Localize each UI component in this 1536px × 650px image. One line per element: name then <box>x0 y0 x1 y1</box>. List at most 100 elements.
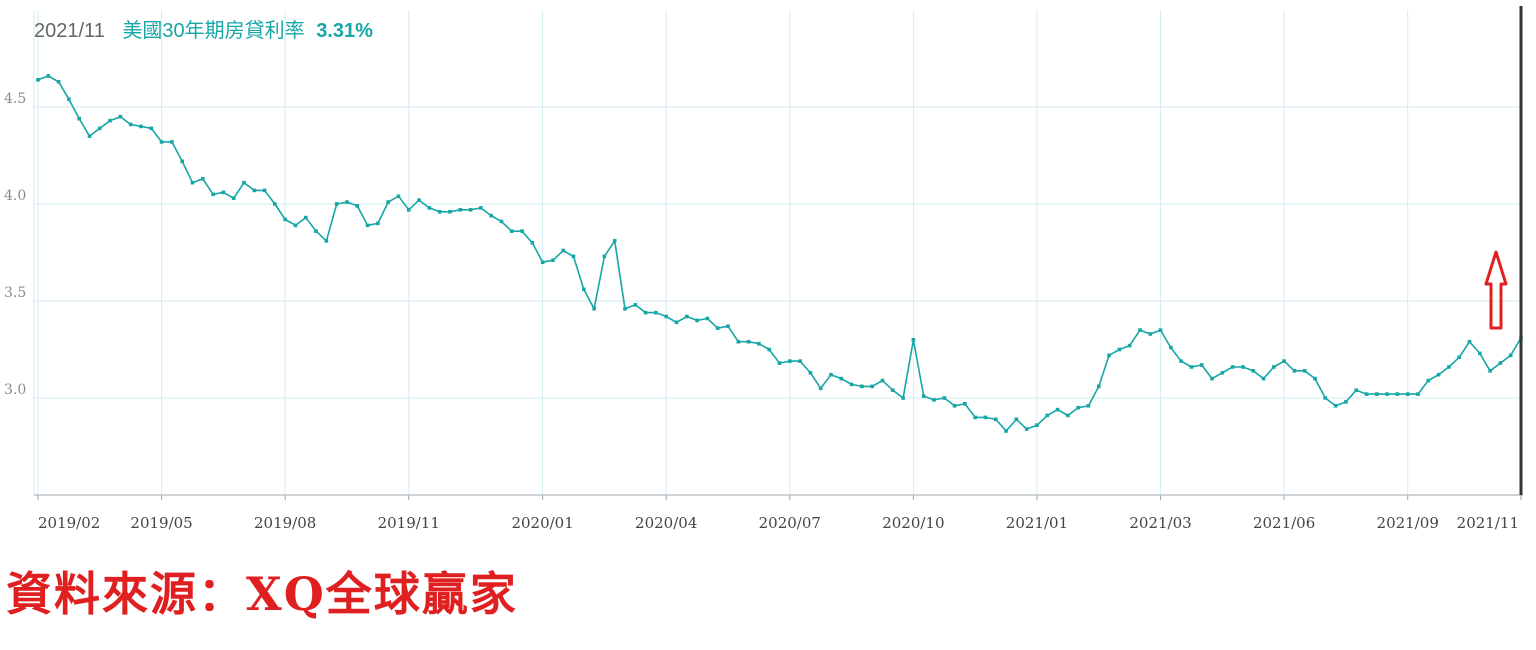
data-point <box>561 248 566 253</box>
data-point <box>705 316 710 321</box>
header-date: 2021/11 <box>34 20 105 42</box>
data-point <box>1076 405 1080 410</box>
data-point <box>293 223 298 228</box>
data-point <box>901 396 905 400</box>
data-point <box>1055 407 1060 412</box>
data-point <box>355 204 360 208</box>
x-tick-label: 2020/10 <box>882 514 944 532</box>
data-point <box>1272 365 1276 369</box>
data-point <box>540 260 545 264</box>
data-point <box>942 396 947 400</box>
data-point <box>273 202 277 206</box>
data-point <box>757 341 761 346</box>
data-point <box>1169 345 1173 350</box>
source-caption: 資料來源：XQ全球贏家 <box>6 567 518 621</box>
data-point <box>1457 355 1462 360</box>
data-point <box>211 192 215 197</box>
data-point <box>118 114 123 119</box>
data-point <box>1364 392 1369 396</box>
data-point <box>1498 361 1503 365</box>
data-point <box>571 254 576 259</box>
x-tick-label: 2019/02 <box>38 514 100 532</box>
data-point <box>479 206 483 210</box>
data-point <box>921 394 926 398</box>
data-point <box>849 382 854 387</box>
series-mortgage-rate <box>36 74 1523 433</box>
data-point <box>1004 429 1008 433</box>
data-point <box>406 208 411 212</box>
data-point <box>1230 365 1235 369</box>
data-point <box>695 318 699 323</box>
data-point <box>890 388 895 393</box>
data-point <box>417 198 421 202</box>
x-tick-label: 2020/04 <box>635 514 697 532</box>
data-point <box>973 415 977 420</box>
data-point <box>1354 388 1359 393</box>
data-point <box>221 190 226 195</box>
data-point <box>128 122 133 127</box>
data-point <box>602 254 607 259</box>
data-point <box>1436 372 1441 377</box>
data-point <box>1302 369 1307 373</box>
x-tick-label: 2020/01 <box>511 514 573 532</box>
x-axis: 2019/02 2019/05 2019/08 2019/11 2020/01 2020/… <box>38 514 1519 532</box>
data-point <box>1179 359 1183 363</box>
x-tick-label: 2019/08 <box>254 514 316 532</box>
series-line <box>37 75 1522 432</box>
data-point <box>365 223 370 228</box>
data-point <box>767 347 772 352</box>
data-point <box>551 258 555 263</box>
data-point <box>334 202 339 206</box>
data-point <box>56 79 61 84</box>
data-point <box>1199 363 1204 367</box>
data-point <box>1127 343 1132 348</box>
data-point <box>489 213 493 218</box>
up-arrow-icon <box>1484 250 1508 330</box>
data-point <box>1158 328 1163 332</box>
data-point <box>1107 353 1111 358</box>
y-tick-label: 4.0 <box>4 188 26 204</box>
data-point <box>612 239 617 243</box>
data-point <box>1447 365 1451 369</box>
data-point <box>777 361 782 365</box>
data-point <box>108 118 112 123</box>
data-point <box>1385 392 1389 396</box>
data-point <box>437 209 442 214</box>
data-point <box>808 370 813 375</box>
data-point <box>1488 369 1492 373</box>
data-point <box>1220 370 1225 375</box>
data-point <box>746 339 751 344</box>
x-tick-label: 2021/06 <box>1253 514 1315 532</box>
data-point <box>1333 403 1338 408</box>
data-point <box>1014 417 1019 422</box>
x-tick-label: 2021/11 <box>1457 514 1519 532</box>
data-point <box>1086 403 1091 408</box>
data-point <box>180 159 184 164</box>
series-label: 美國30年期房貸利率 <box>122 20 305 42</box>
data-point <box>303 215 308 220</box>
data-point <box>983 415 988 420</box>
data-point <box>952 403 957 408</box>
data-point <box>1375 392 1379 396</box>
x-tick-label: 2019/05 <box>130 514 192 532</box>
data-point <box>633 303 638 307</box>
data-point <box>911 338 916 342</box>
up-arrow-shape <box>1484 250 1508 330</box>
data-point <box>324 239 329 243</box>
data-point <box>509 229 514 233</box>
data-point <box>993 417 998 422</box>
data-point <box>963 402 967 406</box>
data-point <box>67 97 71 102</box>
data-point <box>1313 376 1317 381</box>
data-point <box>654 310 658 315</box>
data-point <box>159 140 164 144</box>
x-tick-label: 2020/07 <box>759 514 821 532</box>
data-point <box>1117 347 1122 352</box>
data-point <box>1066 413 1070 418</box>
x-tick-label: 2019/11 <box>378 514 440 532</box>
y-tick-label: 3.0 <box>4 382 26 398</box>
data-point <box>1210 376 1214 381</box>
grid-layer <box>33 10 1523 500</box>
data-point <box>170 140 174 144</box>
